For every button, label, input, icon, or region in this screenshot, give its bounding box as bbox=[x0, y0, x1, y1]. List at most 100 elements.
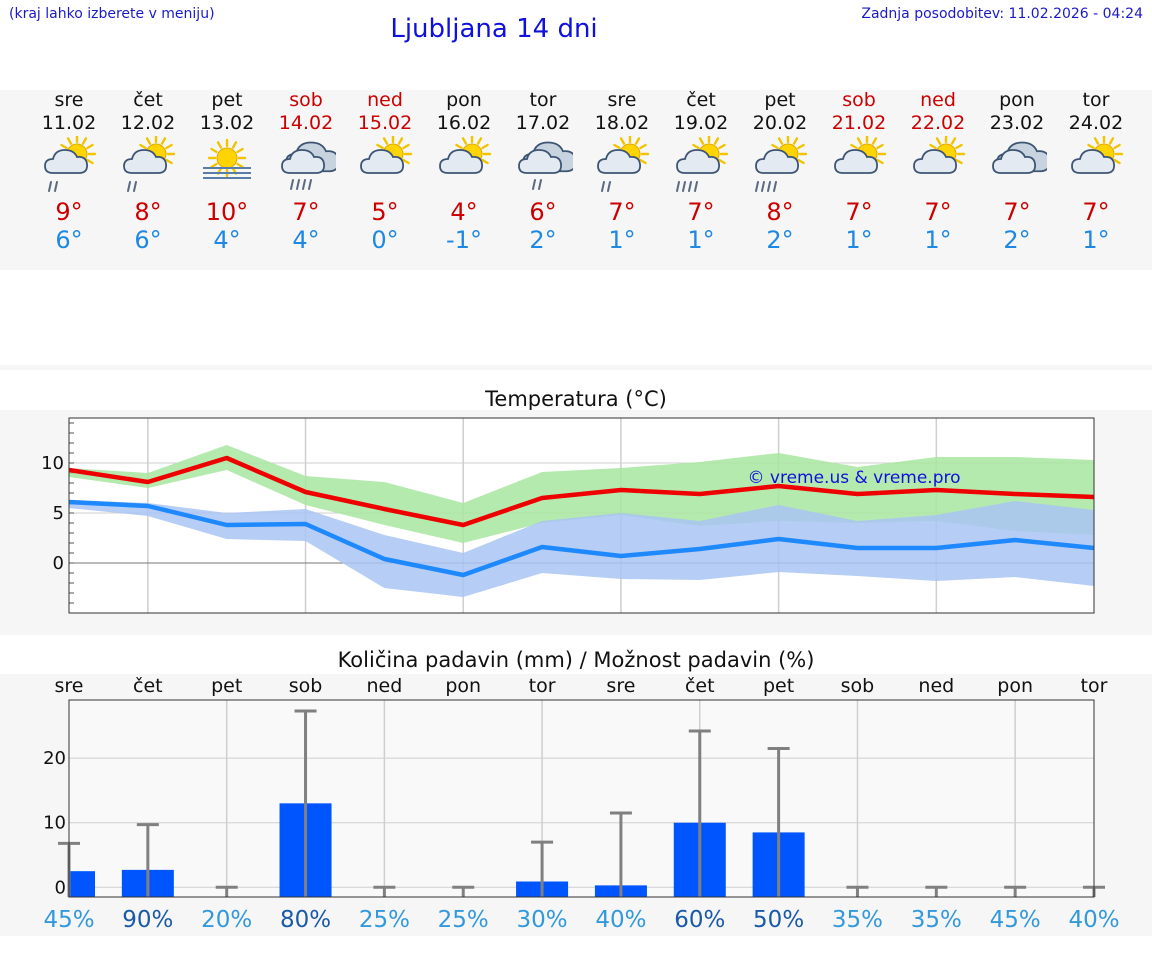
forecast-min-temp: 4° bbox=[292, 226, 320, 254]
precip-probability-label: 20% bbox=[201, 907, 252, 933]
forecast-max-temp: 4° bbox=[450, 198, 478, 226]
precipitation-chart: 0 10 20 sre čet pet sob ned pon tor sre čet pet sob ne… bbox=[0, 674, 1152, 936]
x-tick-label: sre bbox=[55, 675, 84, 697]
forecast-max-temp: 7° bbox=[845, 198, 873, 226]
sun-cloud-icon bbox=[913, 136, 966, 174]
x-tick-label: tor bbox=[529, 675, 556, 697]
forecast-date: 23.02 bbox=[989, 112, 1045, 134]
forecast-min-temp: 4° bbox=[213, 226, 241, 254]
forecast-day: sre 18.02 bbox=[583, 89, 661, 135]
precipitation-chart-title: Količina padavin (mm) / Možnost padavin … bbox=[337, 648, 815, 672]
sun-cloud-rain-icon bbox=[676, 136, 729, 192]
forecast-weekday: pon bbox=[999, 89, 1035, 111]
forecast-weekday: ned bbox=[920, 89, 956, 111]
forecast-weekday: čet bbox=[133, 89, 163, 111]
forecast-weekday: tor bbox=[529, 89, 557, 111]
precip-probability-label: 60% bbox=[674, 907, 725, 933]
forecast-day: sob 14.02 bbox=[267, 89, 345, 135]
forecast-weekday: sob bbox=[842, 89, 876, 111]
sun-cloud-icon bbox=[1071, 136, 1124, 174]
precip-probability-label: 40% bbox=[595, 907, 646, 933]
forecast-max-temp: 7° bbox=[292, 198, 320, 226]
forecast-date: 18.02 bbox=[594, 112, 650, 134]
page-title: Ljubljana 14 dni bbox=[390, 14, 598, 44]
sun-cloud-rain-icon bbox=[755, 136, 808, 192]
x-tick-label: ned bbox=[918, 675, 954, 697]
y-tick-label: 20 bbox=[43, 748, 66, 769]
y-tick-label: 5 bbox=[53, 503, 64, 524]
x-tick-label: tor bbox=[1081, 675, 1108, 697]
forecast-min-temp: 2° bbox=[1003, 226, 1031, 254]
temperature-chart: 0 5 10 © vreme.us & vreme.pro bbox=[0, 410, 1152, 635]
plot-frame bbox=[68, 417, 1095, 614]
x-tick-label: čet bbox=[685, 675, 715, 697]
location-hint: (kraj lahko izberete v meniju) bbox=[9, 6, 215, 22]
forecast-date: 12.02 bbox=[120, 112, 176, 134]
forecast-day: pon 23.02 bbox=[978, 89, 1056, 135]
max-temp-line bbox=[68, 455, 1095, 528]
precip-probability-label: 30% bbox=[517, 907, 568, 933]
x-tick-label: sre bbox=[606, 675, 635, 697]
forecast-date: 17.02 bbox=[515, 112, 571, 134]
forecast-date: 14.02 bbox=[278, 112, 334, 134]
forecast-max-temp: 8° bbox=[134, 198, 162, 226]
forecast-date: 13.02 bbox=[199, 112, 255, 134]
sun-cloud-light-rain-icon bbox=[597, 136, 650, 192]
precip-probability-label: 45% bbox=[43, 907, 94, 933]
forecast-weekday: sob bbox=[289, 89, 323, 111]
forecast-max-temp: 7° bbox=[1003, 198, 1031, 226]
forecast-max-temp: 6° bbox=[529, 198, 557, 226]
forecast-max-temp: 7° bbox=[924, 198, 952, 226]
forecast-day: pet 13.02 bbox=[188, 89, 266, 135]
x-tick-label: pet bbox=[211, 675, 242, 697]
forecast-max-temp: 9° bbox=[55, 198, 83, 226]
precip-probability-label: 40% bbox=[1068, 907, 1119, 933]
forecast-min-temp: 1° bbox=[845, 226, 873, 254]
forecast-min-temp: 1° bbox=[924, 226, 952, 254]
forecast-date: 15.02 bbox=[357, 112, 413, 134]
plot-frame bbox=[68, 699, 1095, 898]
sun-cloud-icon bbox=[360, 136, 413, 174]
forecast-date: 11.02 bbox=[41, 112, 97, 134]
temperature-chart-title: Temperatura (°C) bbox=[485, 387, 667, 411]
forecast-min-temp: -1° bbox=[446, 226, 482, 254]
forecast-min-temp: 1° bbox=[608, 226, 636, 254]
forecast-day: sre 11.02 bbox=[30, 89, 108, 135]
precip-probability-label: 35% bbox=[911, 907, 962, 933]
sun-fog-icon bbox=[203, 138, 251, 179]
forecast-day: pet 20.02 bbox=[741, 89, 819, 135]
precip-probability-label: 45% bbox=[990, 907, 1041, 933]
forecast-min-temp: 6° bbox=[55, 226, 83, 254]
y-tick-label: 0 bbox=[55, 877, 66, 898]
cloud-light-rain-icon bbox=[518, 141, 573, 190]
precip-probability-label: 35% bbox=[832, 907, 883, 933]
x-tick-label: ned bbox=[366, 675, 402, 697]
y-tick-label: 10 bbox=[41, 453, 64, 474]
precip-probability-label: 80% bbox=[280, 907, 331, 933]
forecast-day: tor 17.02 bbox=[504, 89, 582, 135]
x-tick-label: pon bbox=[445, 675, 481, 697]
x-tick-label: sob bbox=[289, 675, 323, 697]
forecast-day: ned 15.02 bbox=[346, 89, 424, 135]
forecast-day: čet 19.02 bbox=[662, 89, 740, 135]
forecast-day: pon 16.02 bbox=[425, 89, 503, 135]
forecast-min-temp: 1° bbox=[1082, 226, 1110, 254]
forecast-min-temp: 2° bbox=[766, 226, 794, 254]
forecast-max-temp: 7° bbox=[687, 198, 715, 226]
y-tick-label: 0 bbox=[53, 553, 64, 574]
precip-probability-label: 50% bbox=[753, 907, 804, 933]
forecast-max-temp: 7° bbox=[608, 198, 636, 226]
last-update: Zadnja posodobitev: 11.02.2026 - 04:24 bbox=[861, 6, 1143, 22]
forecast-min-temp: 6° bbox=[134, 226, 162, 254]
forecast-date: 20.02 bbox=[752, 112, 808, 134]
cloud-icon bbox=[992, 141, 1047, 174]
min-temp-band bbox=[69, 500, 1094, 597]
forecast-max-temp: 8° bbox=[766, 198, 794, 226]
forecast-date: 21.02 bbox=[831, 112, 887, 134]
plot-area bbox=[69, 700, 1094, 897]
forecast-max-temp: 10° bbox=[205, 198, 249, 226]
sun-cloud-icon bbox=[439, 136, 492, 174]
forecast-max-temp: 7° bbox=[1082, 198, 1110, 226]
forecast-date: 22.02 bbox=[910, 112, 966, 134]
forecast-weekday: tor bbox=[1082, 89, 1110, 111]
